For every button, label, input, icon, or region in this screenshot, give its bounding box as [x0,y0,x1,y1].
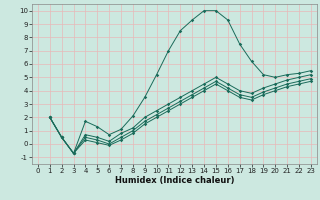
X-axis label: Humidex (Indice chaleur): Humidex (Indice chaleur) [115,176,234,185]
